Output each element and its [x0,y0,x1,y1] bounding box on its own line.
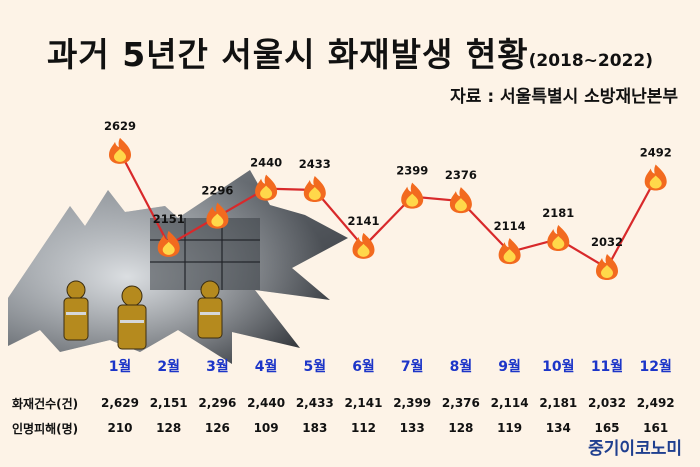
x-axis-tick-labels: 1월 2월 3월 4월 5월 6월 7월 8월 9월 10월 11월 12월 [109,358,672,375]
x-tick-label: 3월 [206,358,229,375]
fires-count-cell: 2,433 [296,396,334,410]
flame-icon [255,174,278,201]
brand-logo-text: 중기이코노미 [588,439,682,459]
flame-icon [303,175,326,202]
chart-title: 과거 5년간 서울시 화재발생 현황(2018~2022) [0,28,700,76]
chart-title-main: 과거 5년간 서울시 화재발생 현황 [46,35,529,74]
casualties-cell: 128 [448,421,473,435]
data-label: 2141 [347,214,379,228]
x-tick-label: 9월 [498,358,521,375]
fires-count-cell: 2,181 [539,396,577,410]
data-label: 2433 [299,157,331,171]
casualties-cell: 134 [546,421,571,435]
casualties-cell: 183 [302,421,327,435]
casualties-cell: 133 [400,421,425,435]
data-label: 2399 [396,164,428,178]
casualties-row-label: 인명피해(명) [12,422,79,436]
series-markers [109,137,667,281]
flame-icon [157,230,180,257]
data-source: 자료 : 서울특별시 소방재난본부 [450,87,678,107]
fires-count-cell: 2,141 [345,396,383,410]
data-label: 2296 [201,184,233,198]
flame-icon [449,187,472,214]
flame-icon [596,254,618,281]
fires-row-label: 화재건수(건) [12,397,79,411]
casualties-cell: 128 [156,421,181,435]
fires-count-cell: 2,296 [198,396,236,410]
data-label: 2376 [445,168,477,182]
firefighters-photo-burst [8,170,348,364]
fires-count-cell: 2,492 [637,396,675,410]
casualties-cell: 210 [107,421,132,435]
casualties-cell: 165 [594,421,619,435]
casualties-cell: 126 [205,421,230,435]
casualties-cell: 109 [254,421,279,435]
casualties-cell: 119 [497,421,522,435]
data-label: 2114 [494,219,526,233]
flame-icon [352,232,375,259]
fires-count-cell: 2,114 [491,396,529,410]
flame-icon [206,202,229,229]
data-label: 2181 [542,206,574,220]
fires-count-cell: 2,032 [588,396,626,410]
data-label: 2492 [640,145,672,159]
data-label: 2032 [591,235,623,249]
casualties-cell: 161 [643,421,668,435]
x-tick-label: 2월 [157,358,180,375]
fires-count-cell: 2,629 [101,396,139,410]
x-tick-label: 10월 [542,358,574,375]
fires-count-cell: 2,151 [150,396,188,410]
x-tick-label: 8월 [450,358,473,375]
data-label: 2151 [153,212,185,226]
x-tick-label: 1월 [109,358,132,375]
flame-icon [498,238,521,265]
x-tick-label: 4월 [255,358,278,375]
flame-icon [547,225,570,252]
chart-title-period: (2018~2022) [528,51,654,71]
fires-count-cell: 2,399 [393,396,431,410]
data-labels: 2629 2151 2296 2440 2433 2141 2399 2376 2114 2181… [104,119,672,249]
x-tick-label: 7월 [401,358,424,375]
fires-count-row: 2,629 2,151 2,296 2,440 2,433 2,141 2,399 2,376… [101,396,675,410]
x-tick-label: 11월 [591,358,623,375]
casualties-row: 210 128 126 109 183 112 133 128 119 134 165 161 [107,421,668,435]
x-tick-label: 5월 [303,358,326,375]
casualties-cell: 112 [351,421,376,435]
flame-icon [401,182,424,209]
flame-icon [109,137,131,164]
fires-count-cell: 2,440 [247,396,285,410]
x-tick-label: 6월 [352,358,375,375]
data-label: 2440 [250,156,282,170]
fires-count-cell: 2,376 [442,396,480,410]
x-tick-label: 12월 [640,358,672,375]
data-label: 2629 [104,119,136,133]
flame-icon [644,164,667,191]
